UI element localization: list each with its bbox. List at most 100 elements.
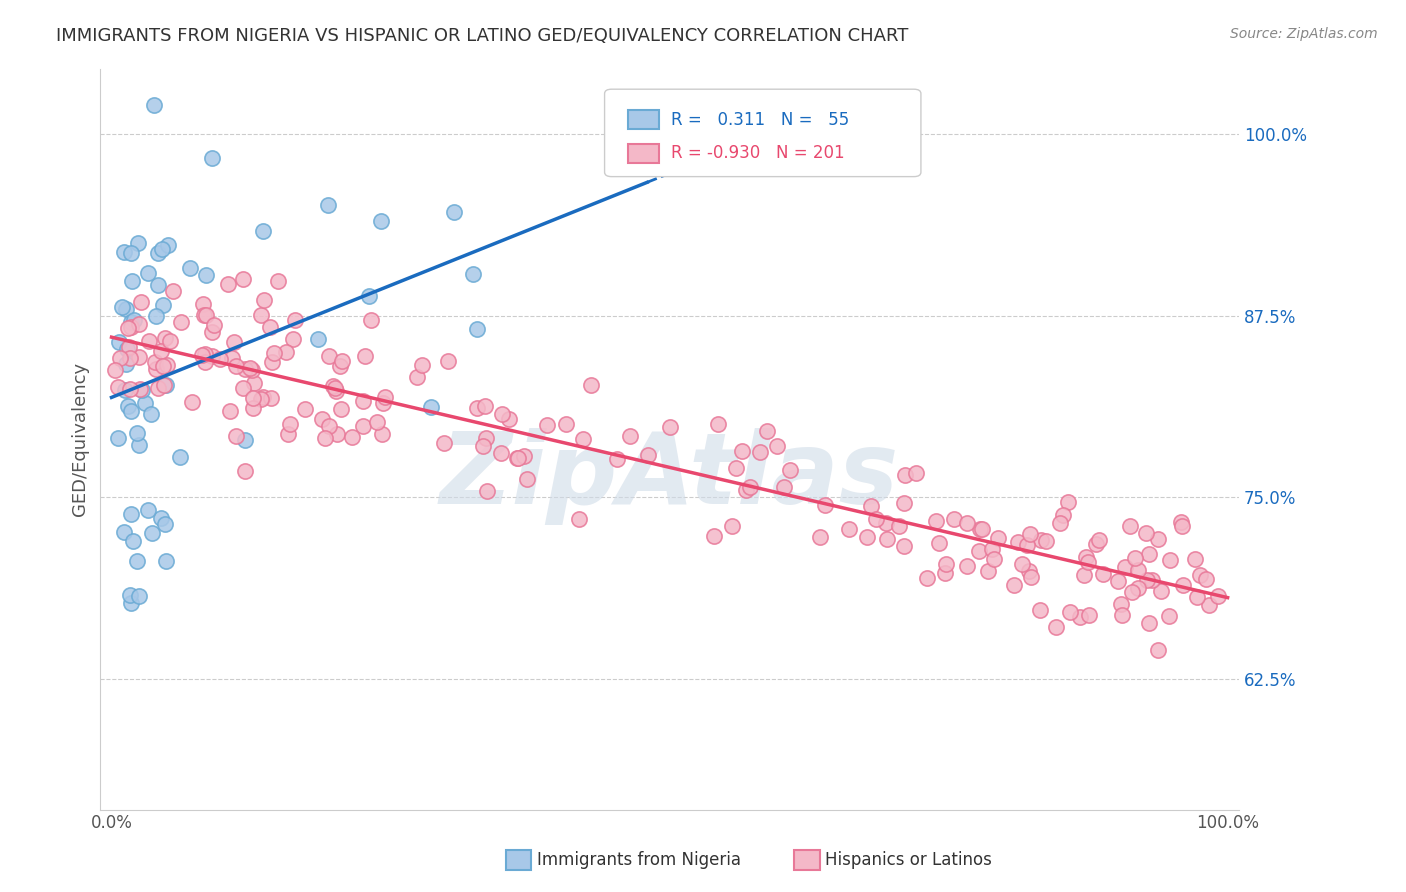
Point — [121, 533, 143, 548]
Point — [980, 541, 1002, 556]
Point — [107, 380, 129, 394]
Point — [1150, 583, 1173, 598]
Point — [1171, 578, 1194, 592]
Point — [471, 440, 494, 454]
Point — [128, 438, 150, 452]
Point — [260, 354, 283, 368]
Point — [512, 450, 534, 464]
Point — [1184, 552, 1206, 566]
Point — [352, 418, 374, 433]
Text: Immigrants from Nigeria: Immigrants from Nigeria — [537, 851, 741, 869]
Point — [146, 245, 169, 260]
Point — [112, 524, 135, 539]
Point — [138, 503, 160, 517]
Point — [129, 295, 152, 310]
Point — [149, 511, 172, 525]
Point — [1059, 605, 1081, 619]
Point — [371, 427, 394, 442]
Point — [1188, 568, 1211, 582]
Point — [942, 511, 965, 525]
Point — [107, 431, 129, 445]
Point — [1019, 569, 1042, 583]
Point — [554, 417, 576, 432]
Point — [118, 340, 141, 354]
Point — [489, 446, 512, 460]
Point — [353, 349, 375, 363]
Point — [359, 289, 381, 303]
Point — [443, 205, 465, 219]
Point — [314, 431, 336, 445]
Point — [352, 393, 374, 408]
Point — [725, 461, 748, 475]
Point — [1007, 535, 1029, 549]
Point — [987, 531, 1010, 545]
Point — [1107, 574, 1129, 589]
Text: Source: ZipAtlas.com: Source: ZipAtlas.com — [1230, 27, 1378, 41]
Point — [146, 278, 169, 293]
Point — [516, 472, 538, 486]
Point — [311, 412, 333, 426]
Point — [875, 516, 897, 530]
Point — [115, 357, 138, 371]
Point — [307, 332, 329, 346]
Point — [120, 404, 142, 418]
Point — [181, 395, 204, 409]
Point — [374, 391, 396, 405]
Point — [143, 355, 166, 369]
Point — [730, 444, 752, 458]
Point — [194, 355, 217, 369]
Point — [1057, 494, 1080, 508]
Point — [1091, 567, 1114, 582]
Point — [111, 300, 134, 314]
Point — [240, 363, 263, 377]
Point — [1077, 608, 1099, 623]
Point — [1146, 642, 1168, 657]
Point — [766, 439, 789, 453]
Point — [318, 419, 340, 434]
Point — [856, 530, 879, 544]
Point — [411, 358, 433, 372]
Point — [323, 381, 346, 395]
Point — [756, 424, 779, 438]
Point — [120, 507, 142, 521]
Point — [935, 558, 957, 572]
Text: R = -0.930   N = 201: R = -0.930 N = 201 — [671, 145, 844, 162]
Point — [748, 445, 770, 459]
Point — [491, 407, 513, 421]
Point — [201, 151, 224, 165]
Point — [145, 309, 167, 323]
Point — [218, 404, 240, 418]
Point — [1002, 577, 1025, 591]
Point — [278, 417, 301, 431]
Point — [128, 383, 150, 397]
Point — [1198, 599, 1220, 613]
Point — [104, 363, 127, 377]
Point — [983, 552, 1005, 566]
Point — [1125, 550, 1147, 565]
Point — [934, 566, 956, 581]
Point — [475, 483, 498, 498]
Point — [152, 298, 174, 312]
Point — [260, 391, 283, 405]
Point — [1073, 568, 1095, 582]
Point — [865, 512, 887, 526]
Point — [225, 429, 247, 443]
Point — [263, 346, 285, 360]
Point — [889, 519, 911, 533]
Point — [118, 588, 141, 602]
Point — [1114, 560, 1136, 574]
Point — [191, 348, 214, 362]
Point — [117, 399, 139, 413]
Point — [155, 516, 177, 531]
Point — [318, 198, 340, 212]
Point — [120, 245, 142, 260]
Point — [773, 480, 796, 494]
Point — [1136, 574, 1159, 588]
Point — [200, 350, 222, 364]
Point — [128, 318, 150, 332]
Point — [925, 515, 948, 529]
Point — [250, 392, 273, 406]
Point — [969, 522, 991, 536]
Point — [465, 401, 488, 416]
Point — [330, 402, 353, 417]
